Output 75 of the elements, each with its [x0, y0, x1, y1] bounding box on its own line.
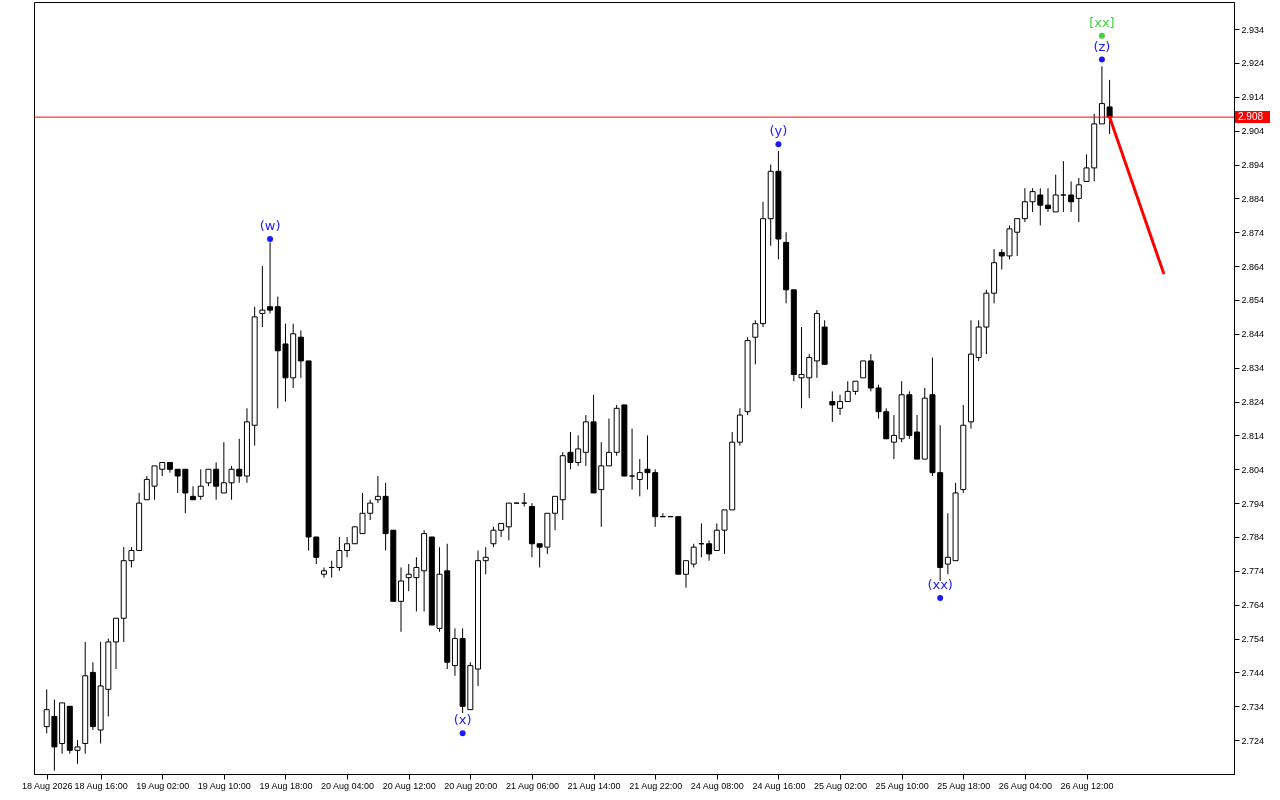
y-tick-label: 2.904	[1241, 126, 1265, 137]
y-tick-label: 2.724	[1241, 735, 1265, 746]
x-tick-label: 18 Aug 16:00	[74, 780, 128, 791]
y-tick-label: 2.814	[1241, 430, 1265, 441]
y-tick-label: 2.874	[1241, 227, 1265, 238]
y-tick-label: 2.834	[1241, 363, 1265, 374]
candlestick	[1045, 187, 1051, 213]
y-tick-label: 2.884	[1241, 193, 1265, 204]
candlestick	[482, 546, 489, 575]
y-tick-label: 2.934	[1241, 24, 1265, 35]
candlestick	[837, 394, 844, 416]
x-tick-label: 26 Aug 12:00	[1060, 780, 1114, 791]
y-tick-label: 2.924	[1241, 58, 1265, 69]
candlestick	[752, 319, 759, 365]
candlestick	[1075, 177, 1082, 223]
x-tick-label: 21 Aug 22:00	[629, 780, 683, 791]
y-tick-label: 2.804	[1241, 464, 1265, 475]
data-label: (x)	[453, 712, 472, 728]
x-tick-label: 25 Aug 02:00	[814, 780, 868, 791]
x-tick-label: 20 Aug 12:00	[382, 780, 436, 791]
x-tick-label: 19 Aug 02:00	[136, 780, 190, 791]
point	[1098, 32, 1105, 39]
y-tick-label: 2.864	[1241, 261, 1265, 272]
x-tick-label: 20 Aug 20:00	[444, 780, 498, 791]
candlestick	[890, 414, 897, 460]
y-tick-label: 2.754	[1241, 634, 1265, 645]
data-label: (z)	[1093, 38, 1111, 54]
candlestick	[190, 485, 197, 501]
data-label: [xx]	[1089, 14, 1115, 30]
point	[1098, 56, 1105, 63]
x-tick-label: 19 Aug 10:00	[197, 780, 251, 791]
y-tick-label: 2.894	[1241, 160, 1265, 171]
y-tick-label: 2.764	[1241, 600, 1265, 611]
candlestick	[552, 495, 559, 531]
y-tick-label: 2.844	[1241, 329, 1265, 340]
candlestick	[605, 417, 612, 467]
y-tick-label: 2.794	[1241, 498, 1265, 509]
y-tick-label: 2.744	[1241, 667, 1265, 678]
y-tick-label: 2.914	[1241, 92, 1265, 103]
point	[775, 141, 782, 148]
candlestick	[1068, 180, 1075, 213]
y-tick-label: 2.824	[1241, 397, 1265, 408]
y-tick-label: 2.774	[1241, 566, 1265, 577]
y-tick-label: 2.784	[1241, 532, 1265, 543]
candlestick	[829, 390, 836, 423]
candlestick	[113, 617, 120, 670]
x-tick-label: 21 Aug 14:00	[567, 780, 621, 791]
candlestick	[1052, 174, 1059, 213]
x-tick-label: 25 Aug 10:00	[875, 780, 929, 791]
x-tick-label: 24 Aug 16:00	[752, 780, 806, 791]
x-tick-label: 26 Aug 04:00	[998, 780, 1052, 791]
candlestick	[1060, 160, 1067, 213]
y-tick-label: 2.854	[1241, 295, 1265, 306]
candlestick	[197, 468, 204, 501]
data-label: (xx)	[927, 576, 953, 592]
point	[267, 236, 274, 243]
candlestick	[629, 428, 636, 491]
candlestick	[706, 539, 713, 562]
point	[937, 594, 944, 601]
x-tick-label: 18 Aug 2026	[21, 780, 73, 791]
ref-line-label: 2.908	[1238, 111, 1264, 123]
data-label: (w)	[259, 218, 281, 234]
x-tick-label: 19 Aug 18:00	[259, 780, 313, 791]
candlestick	[320, 566, 327, 579]
candlestick	[505, 502, 512, 541]
x-tick-label: 25 Aug 18:00	[937, 780, 991, 791]
candlestick	[690, 543, 697, 568]
point	[459, 730, 466, 737]
x-tick-label: 21 Aug 06:00	[505, 780, 559, 791]
x-tick-label: 24 Aug 08:00	[690, 780, 744, 791]
y-tick-label: 2.734	[1241, 701, 1265, 712]
x-tick-label: 20 Aug 04:00	[321, 780, 375, 791]
candlestick	[398, 566, 405, 633]
candlestick	[682, 560, 689, 589]
data-label: (y)	[769, 123, 788, 139]
